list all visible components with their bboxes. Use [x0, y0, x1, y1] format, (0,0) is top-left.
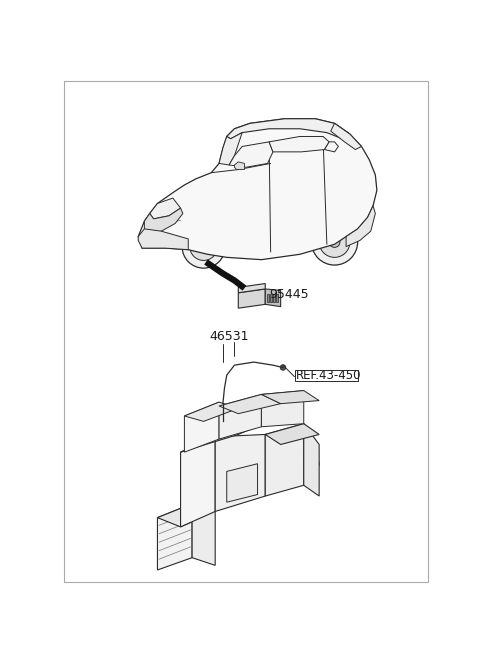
Polygon shape: [304, 424, 319, 496]
Polygon shape: [269, 136, 329, 152]
Polygon shape: [157, 504, 215, 527]
Circle shape: [199, 242, 208, 251]
Circle shape: [234, 464, 242, 472]
Polygon shape: [324, 142, 338, 152]
Circle shape: [329, 237, 340, 247]
Circle shape: [219, 452, 227, 460]
Circle shape: [159, 203, 171, 216]
Text: 46531: 46531: [209, 330, 249, 343]
Circle shape: [267, 486, 271, 491]
Circle shape: [190, 233, 217, 260]
Polygon shape: [184, 402, 219, 452]
Polygon shape: [192, 504, 215, 565]
Circle shape: [192, 482, 200, 489]
Polygon shape: [238, 283, 265, 293]
Circle shape: [319, 226, 350, 257]
Text: 95445: 95445: [269, 288, 309, 301]
Polygon shape: [184, 402, 238, 421]
Bar: [270, 295, 272, 302]
Polygon shape: [265, 289, 281, 306]
Text: REF.43-450: REF.43-450: [296, 369, 361, 382]
Circle shape: [190, 504, 194, 508]
Circle shape: [299, 190, 304, 195]
Polygon shape: [346, 206, 375, 247]
Polygon shape: [138, 229, 188, 250]
Circle shape: [182, 225, 225, 268]
Polygon shape: [262, 390, 319, 403]
Polygon shape: [157, 504, 192, 570]
Polygon shape: [234, 162, 244, 170]
Circle shape: [308, 460, 315, 468]
Polygon shape: [215, 434, 265, 512]
Circle shape: [304, 456, 319, 472]
Polygon shape: [265, 424, 319, 445]
Circle shape: [249, 195, 255, 201]
Polygon shape: [227, 464, 258, 502]
Bar: [267, 295, 269, 302]
Polygon shape: [219, 133, 242, 165]
Circle shape: [252, 489, 256, 494]
Circle shape: [192, 460, 200, 468]
Circle shape: [205, 499, 210, 503]
Polygon shape: [219, 394, 281, 414]
Polygon shape: [227, 119, 350, 139]
Polygon shape: [238, 289, 265, 308]
Circle shape: [204, 469, 211, 477]
Circle shape: [236, 492, 240, 497]
Polygon shape: [331, 123, 361, 150]
Polygon shape: [262, 390, 304, 427]
Polygon shape: [180, 421, 269, 452]
Polygon shape: [229, 142, 273, 167]
Polygon shape: [265, 424, 304, 496]
Bar: [276, 295, 278, 302]
Circle shape: [312, 219, 358, 265]
Circle shape: [280, 365, 286, 370]
Circle shape: [221, 495, 225, 499]
Polygon shape: [150, 198, 180, 219]
Polygon shape: [180, 437, 215, 527]
Polygon shape: [219, 394, 262, 439]
Bar: [273, 295, 275, 302]
Polygon shape: [144, 208, 183, 233]
Polygon shape: [138, 119, 377, 260]
Circle shape: [355, 192, 368, 204]
